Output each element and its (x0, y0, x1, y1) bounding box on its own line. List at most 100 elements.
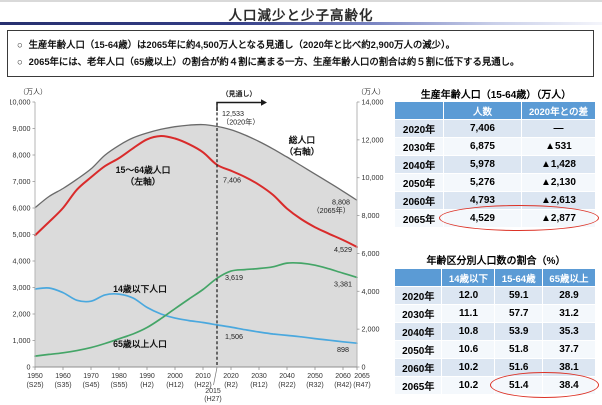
x-tick-year: 2065 (354, 373, 370, 380)
divider-tick-year: 2015 (205, 388, 221, 395)
x-tick-era: (H12) (166, 382, 184, 389)
table-row: 2040年 10.8 53.9 35.3 (393, 322, 597, 341)
point-label: 1,506 (225, 332, 243, 341)
x-tick-year: 1960 (55, 373, 71, 380)
cell: 53.9 (494, 322, 543, 341)
left-axis-tick-label: 1,000 (13, 336, 31, 345)
right-axis-unit: （万人） (357, 88, 385, 96)
x-tick-era: (R12) (250, 382, 268, 389)
right-axis-tick-label: 6,000 (362, 249, 380, 258)
cell: 28.9 (541, 286, 597, 305)
x-tick-era: (S55) (110, 382, 127, 389)
right-axis-tick-label: 14,000 (362, 98, 384, 107)
left-axis-tick-label: 3,000 (13, 283, 31, 292)
x-tick-year: 2030 (251, 373, 267, 380)
cell: 51.4 (494, 376, 543, 395)
forecast-arrowhead (261, 99, 267, 106)
row-header: 2020年 (393, 286, 443, 305)
table-row: 2065年 4,529 ▲2,877 (393, 209, 597, 228)
x-tick-era: (S45) (82, 382, 99, 389)
x-tick-year: 2040 (279, 373, 295, 380)
column-header: 15-64歳 (494, 268, 543, 287)
cell: 38.4 (541, 376, 597, 395)
x-tick-year: 1990 (139, 373, 155, 380)
table-row: 2030年 11.1 57.7 31.2 (393, 304, 597, 323)
point-label: （2020年） (222, 117, 260, 126)
x-tick-year: 1970 (83, 373, 99, 380)
point-label: 7,406 (223, 176, 241, 185)
x-tick-era: (R22) (278, 382, 296, 389)
series-label-total: （右軸） (284, 146, 319, 157)
table-row: 2020年 12.0 59.1 28.9 (393, 286, 597, 305)
series-area-total (35, 124, 357, 367)
x-tick-era: (H22) (194, 382, 212, 389)
row-header: 2050年 (393, 173, 445, 192)
summary-box: ○ 生産年齢人口（15-64歳）は2065年に約4,500万人となる見通し（20… (7, 30, 594, 77)
divider-tick-connector (213, 367, 218, 386)
right-axis-tick-label: 0 (362, 363, 366, 372)
point-label: 8,808 (332, 197, 350, 206)
right-axis-tick-label: 10,000 (362, 173, 384, 182)
cell: 10.2 (441, 358, 496, 377)
left-axis-tick-label: 2,000 (13, 310, 31, 319)
cell: 7,406 (443, 119, 522, 138)
age-share-table-title: 年齢区分別人口数の割合（%） (426, 256, 566, 267)
cell: ▲531 (520, 137, 597, 156)
cell: 5,276 (443, 173, 522, 192)
cell: 51.6 (494, 358, 543, 377)
x-tick-year: 1950 (27, 373, 43, 380)
bullet-text: 2065年には、老年人口（65歳以上）の割合が約４割に高まる一方、生産年齢人口の… (28, 55, 520, 67)
point-label: （2065年） (312, 206, 350, 215)
right-axis-tick-label: 12,000 (362, 135, 384, 144)
data-table: 14歳以下 15-64歳 65歳以上 2020年 12.0 59.1 28.9 2030年 11… (393, 268, 597, 395)
cell: 59.1 (494, 286, 543, 305)
divider-tick-era: (H27) (204, 396, 222, 403)
x-tick-era: (H2) (140, 382, 154, 389)
cell: ▲2,130 (520, 173, 597, 192)
x-tick-era: (R47) (353, 382, 371, 389)
x-tick-year: 1980 (111, 373, 127, 380)
cell: 10.2 (441, 376, 496, 395)
right-column: 生産年齢人口（15-64歳）（万人） 人数 2020年との差 2020年 7,406 ―… (390, 85, 602, 405)
series-label-working: （左軸） (125, 176, 160, 187)
x-tick-year: 2020 (223, 373, 239, 380)
bullet-text: 生産年齢人口（15-64歳）は2065年に約4,500万人となる見通し（2020… (28, 39, 456, 51)
x-tick-era: (R42) (334, 382, 352, 389)
page-title: 人口減少と少子高齢化 (228, 8, 374, 23)
x-tick-era: (R32) (306, 382, 324, 389)
cell: 57.7 (494, 304, 543, 323)
cell: 5,978 (443, 155, 522, 174)
column-header (393, 268, 443, 287)
series-line-elderly (34, 261, 358, 357)
series-line-working (34, 134, 358, 248)
cell: 10.6 (441, 340, 496, 359)
table-row: 2050年 5,276 ▲2,130 (393, 173, 597, 192)
cell: 37.7 (541, 340, 597, 359)
row-header: 2040年 (393, 322, 443, 341)
column-header: 65歳以上 (541, 268, 597, 287)
column-header: 人数 (443, 101, 522, 120)
series-label-child: 14歳以下人口 (113, 283, 167, 294)
row-header: 2040年 (393, 155, 445, 174)
left-axis-tick-label: 8,000 (13, 151, 31, 160)
working-age-table: 人数 2020年との差 2020年 7,406 ― 2030年 6,875 ▲531 2040年… (393, 101, 599, 231)
column-header (393, 101, 445, 120)
column-header: 2020年との差 (520, 101, 597, 120)
header-row: 人数 2020年との差 (393, 101, 597, 120)
table-row: 2020年 7,406 ― (393, 119, 597, 138)
point-label: 898 (337, 345, 349, 354)
population-chart: 0 1,000 2,000 3,000 4,000 5,000 6,000 7,000 8,00… (9, 85, 390, 405)
right-axis-tick-label: 4,000 (362, 287, 380, 296)
data-table: 人数 2020年との差 2020年 7,406 ― 2030年 6,875 ▲531 2040年… (393, 101, 597, 228)
cell: 12.0 (441, 286, 496, 305)
left-axis-tick-label: 7,000 (13, 177, 31, 186)
table-row: 2060年 10.2 51.6 38.1 (393, 358, 597, 377)
left-axis-tick-label: 5,000 (13, 230, 31, 239)
x-tick-year: 2010 (195, 373, 211, 380)
right-axis-tick-label: 2,000 (362, 325, 380, 334)
cell: 6,875 (443, 137, 522, 156)
point-label: 12,533 (222, 109, 244, 118)
left-axis-tick-label: 9,000 (13, 124, 31, 133)
series-label-working: 15～64歳人口 (116, 164, 171, 175)
